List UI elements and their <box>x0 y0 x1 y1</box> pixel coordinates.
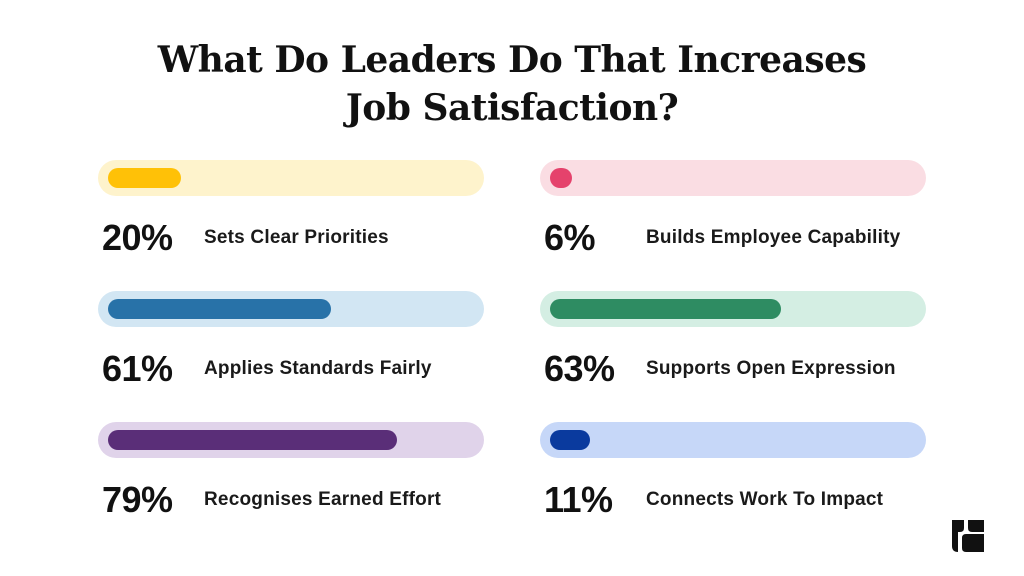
bar-percentage: 20% <box>102 217 173 258</box>
bar-item-4: 63% Supports Open Expression <box>540 291 926 421</box>
bar-fill <box>108 299 331 319</box>
bar-percentage: 11% <box>544 479 613 520</box>
bar-fill <box>550 299 781 319</box>
bar-item-2: 6% Builds Employee Capability <box>540 160 926 290</box>
bar-item-6: 11% Connects Work To Impact <box>540 422 926 552</box>
bar-item-1: 20% Sets Clear Priorities <box>98 160 484 290</box>
bar-item-3: 61% Applies Standards Fairly <box>98 291 484 421</box>
page-title: What Do Leaders Do That Increases Job Sa… <box>0 36 1024 132</box>
bar-fill <box>108 430 397 450</box>
bar-fill <box>550 168 572 188</box>
bar-label: Sets Clear Priorities <box>204 227 389 248</box>
bar-label: Connects Work To Impact <box>646 489 884 510</box>
bar-track <box>540 160 926 196</box>
bar-item-5: 79% Recognises Earned Effort <box>98 422 484 552</box>
bar-percentage: 79% <box>102 479 173 520</box>
bar-percentage: 61% <box>102 348 173 389</box>
bar-percentage: 63% <box>544 348 615 389</box>
bar-label: Recognises Earned Effort <box>204 489 442 510</box>
bar-fill <box>550 430 590 450</box>
title-line-1: What Do Leaders Do That Increases <box>157 39 867 81</box>
brand-logo-icon <box>952 520 984 552</box>
bar-fill <box>108 168 181 188</box>
bar-label: Supports Open Expression <box>646 358 896 379</box>
bar-label: Applies Standards Fairly <box>204 358 432 379</box>
bar-percentage: 6% <box>544 217 596 258</box>
title-line-2: Job Satisfaction? <box>345 87 679 129</box>
bar-track <box>540 422 926 458</box>
bar-label: Builds Employee Capability <box>646 227 901 248</box>
